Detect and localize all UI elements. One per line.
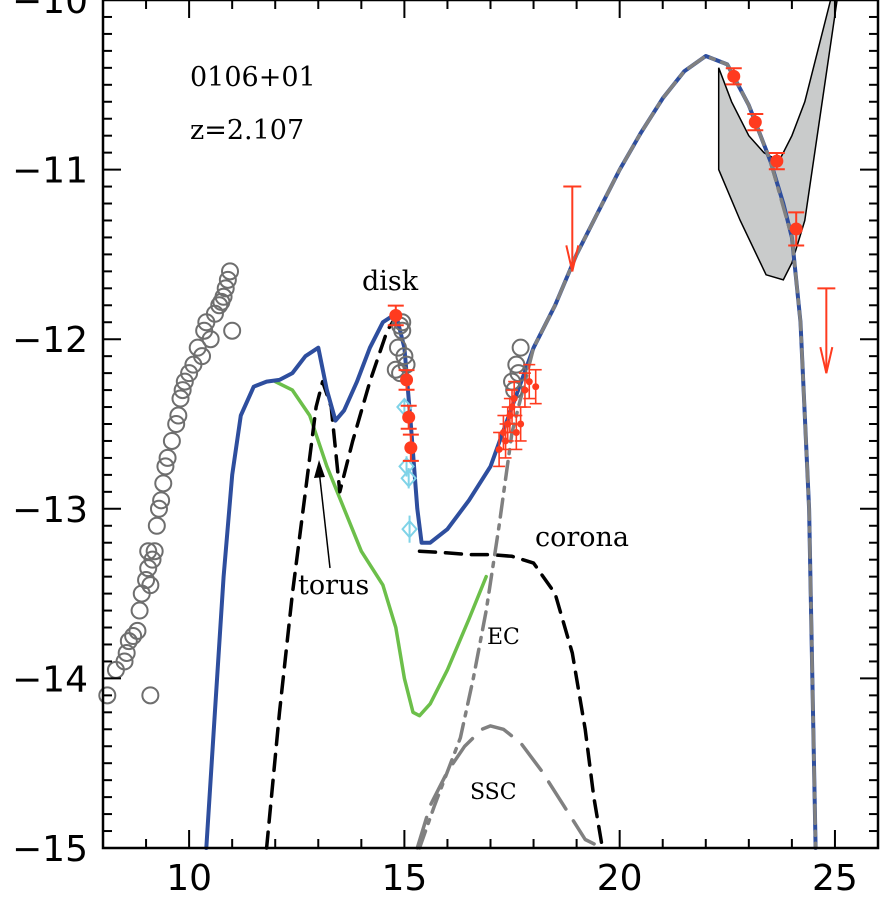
red-small-point [525, 378, 533, 386]
red-large-point [727, 69, 741, 83]
y-tick-label: −10 [12, 0, 88, 22]
archival-point [180, 364, 199, 383]
archival-point [221, 262, 240, 281]
series-synchrotron-line [273, 379, 488, 718]
archival-point [124, 627, 143, 645]
y-tick-label: −14 [12, 659, 88, 700]
archival-point [388, 338, 407, 357]
archival-point [511, 338, 530, 357]
archival-point [141, 576, 160, 595]
y-tick-label: −11 [12, 151, 88, 192]
archival-point [201, 330, 220, 349]
cyan-point [398, 456, 415, 476]
archival-point [149, 499, 168, 518]
model-curves-layer [204, 54, 818, 850]
cyan-point [401, 519, 418, 539]
archival-point [393, 321, 412, 340]
red-large-point [404, 441, 418, 455]
cyan-point [400, 468, 418, 488]
archival-point [393, 313, 412, 332]
archival-point [147, 516, 166, 535]
red-small-point [521, 386, 529, 394]
fermi-butterfly-band [717, 0, 838, 281]
x-tick-label: 20 [597, 858, 643, 899]
axes-layer: 10 15 20 25 −15 −14 −13 −12 −11 −10 [12, 0, 880, 899]
y-tick-label: −12 [12, 320, 88, 361]
series-corona-line [417, 549, 605, 850]
archival-point [141, 686, 160, 705]
archival-point [210, 296, 229, 315]
archival-point [218, 270, 237, 289]
archival-point [137, 571, 156, 590]
red-large-point [389, 308, 403, 322]
archival-point [216, 279, 235, 298]
red-large-point [402, 410, 416, 424]
annotation-disk: disk [362, 266, 419, 297]
torus-arrow [314, 460, 331, 569]
archival-point [154, 474, 173, 493]
archival-point [119, 632, 138, 651]
upper-limit-arrowhead [819, 346, 834, 374]
archival-point [145, 542, 164, 561]
red-large-point [748, 115, 762, 129]
red-large-point [789, 222, 803, 236]
archival-point [143, 550, 162, 569]
archival-point [115, 652, 134, 671]
archival-point [158, 448, 177, 467]
x-tick-label: 10 [166, 858, 212, 899]
annotation-source: 0106+01 [190, 62, 316, 93]
red-small-point [510, 395, 518, 403]
archival-point [117, 643, 136, 662]
archival-point [171, 389, 190, 408]
archival-point [223, 321, 242, 340]
annotation-redshift: z=2.107 [190, 115, 304, 146]
data-points-layer [98, 67, 836, 705]
annotation-corona: corona [535, 522, 629, 553]
archival-point [128, 621, 147, 640]
annotation-torus: torus [298, 570, 369, 601]
archival-point [173, 381, 192, 400]
archival-point [98, 686, 117, 705]
archival-point [169, 406, 188, 425]
red-small-point [512, 428, 520, 436]
annotation-ssc: SSC [470, 780, 517, 805]
x-tick-label: 25 [812, 858, 858, 899]
archival-point [167, 415, 186, 433]
upper-limit-arrowhead [565, 245, 580, 272]
x-tick-label: 15 [381, 858, 427, 899]
series-ec-line [417, 54, 818, 850]
archival-point [175, 372, 194, 391]
archival-point [152, 491, 171, 510]
annotation-ec: EC [487, 625, 520, 650]
fermi-band-layer [717, 0, 838, 281]
archival-point [130, 601, 149, 620]
red-small-point [532, 383, 540, 391]
archival-point [139, 542, 158, 561]
archival-point [214, 287, 233, 306]
archival-point [188, 338, 207, 357]
red-small-point [517, 420, 525, 428]
red-large-point [400, 373, 414, 387]
archival-point [162, 431, 181, 450]
y-tick-label: −13 [12, 490, 88, 531]
archival-point [156, 457, 175, 476]
archival-point [193, 347, 212, 366]
y-tick-label: −15 [12, 829, 88, 870]
archival-point [391, 364, 410, 383]
red-large-point [770, 154, 784, 168]
